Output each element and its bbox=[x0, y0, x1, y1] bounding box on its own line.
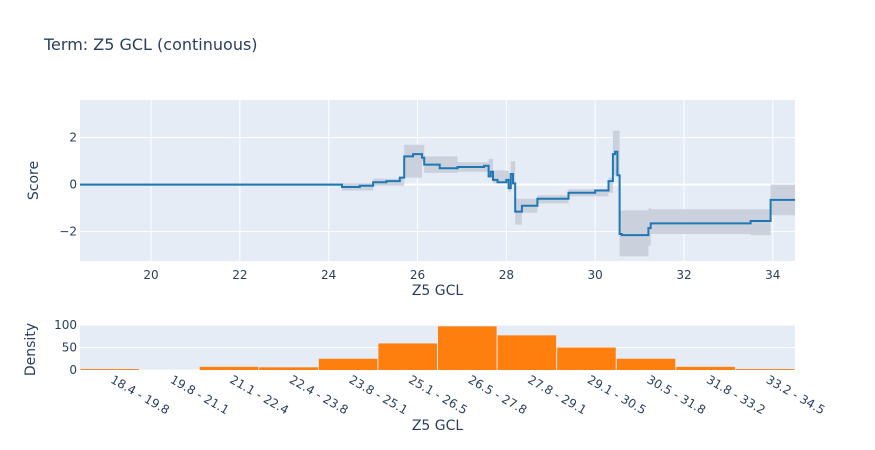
density-x-tick-label: 25.1 - 26.5 bbox=[406, 372, 470, 417]
x-tick-label: 32 bbox=[676, 268, 691, 282]
density-plot[interactable]: 18.4 - 19.819.8 - 21.121.1 - 22.422.4 - … bbox=[23, 318, 827, 434]
density-x-tick-label: 22.4 - 23.8 bbox=[287, 372, 351, 417]
density-x-tick-label: 26.5 - 27.8 bbox=[466, 372, 530, 417]
x-tick-label: 22 bbox=[232, 268, 247, 282]
density-x-tick-label: 30.5 - 31.8 bbox=[645, 372, 709, 417]
density-bar[interactable] bbox=[318, 358, 378, 370]
density-bar[interactable] bbox=[438, 326, 497, 370]
density-x-tick-label: 29.1 - 30.5 bbox=[585, 372, 649, 417]
density-x-tick-label: 31.8 - 33.2 bbox=[704, 372, 768, 417]
density-bar[interactable] bbox=[735, 369, 795, 370]
density-bar[interactable] bbox=[497, 335, 557, 370]
density-x-axis-title: Z5 GCL bbox=[412, 418, 464, 434]
density-x-tick-label: 19.8 - 21.1 bbox=[168, 372, 232, 417]
score-x-ticks: 20 22 24 26 28 30 32 34 bbox=[143, 268, 780, 282]
y-tick-label: 0 bbox=[69, 178, 77, 192]
x-tick-label: 24 bbox=[321, 268, 336, 282]
score-x-axis-title: Z5 GCL bbox=[412, 283, 464, 299]
density-y-tick-label: 50 bbox=[62, 341, 77, 355]
score-series-line bbox=[80, 150, 795, 237]
confidence-band-area bbox=[80, 130, 795, 257]
density-bars bbox=[80, 326, 795, 371]
density-x-tick-label: 21.1 - 22.4 bbox=[227, 372, 291, 417]
score-confidence-band bbox=[80, 130, 795, 257]
x-tick-label: 30 bbox=[588, 268, 603, 282]
y-tick-label: −2 bbox=[59, 225, 77, 239]
score-plot[interactable]: 20 22 24 26 28 30 32 34 −2 0 2 Z5 GCL Score bbox=[26, 100, 795, 299]
score-plot-background bbox=[80, 100, 795, 261]
density-bar[interactable] bbox=[676, 366, 735, 370]
y-tick-label: 2 bbox=[69, 131, 77, 145]
density-x-tick-label: 18.4 - 19.8 bbox=[108, 372, 172, 417]
density-x-tick-label: 33.2 - 34.5 bbox=[764, 372, 828, 417]
density-x-ticks: 18.4 - 19.819.8 - 21.121.1 - 22.422.4 - … bbox=[108, 372, 827, 417]
x-tick-label: 28 bbox=[499, 268, 514, 282]
density-bar[interactable] bbox=[259, 367, 318, 370]
density-bar[interactable] bbox=[378, 343, 437, 370]
density-y-tick-label: 100 bbox=[54, 318, 77, 332]
score-y-ticks: −2 0 2 bbox=[59, 131, 77, 239]
density-x-tick-label: 27.8 - 29.1 bbox=[525, 372, 589, 417]
x-tick-label: 34 bbox=[765, 268, 780, 282]
score-line bbox=[80, 150, 795, 237]
density-bar[interactable] bbox=[80, 369, 140, 370]
density-bar[interactable] bbox=[616, 358, 676, 370]
chart-title: Term: Z5 GCL (continuous) bbox=[43, 35, 258, 54]
density-grid bbox=[80, 324, 795, 371]
density-bar[interactable] bbox=[199, 366, 259, 370]
density-y-tick-label: 0 bbox=[69, 363, 77, 377]
x-tick-label: 26 bbox=[410, 268, 425, 282]
density-y-axis-title: Density bbox=[23, 323, 39, 376]
density-bar[interactable] bbox=[557, 347, 616, 371]
density-y-ticks: 0 50 100 bbox=[54, 318, 77, 377]
score-y-axis-title: Score bbox=[26, 161, 42, 200]
density-x-tick-label: 23.8 - 25.1 bbox=[347, 372, 411, 417]
x-tick-label: 20 bbox=[143, 268, 158, 282]
